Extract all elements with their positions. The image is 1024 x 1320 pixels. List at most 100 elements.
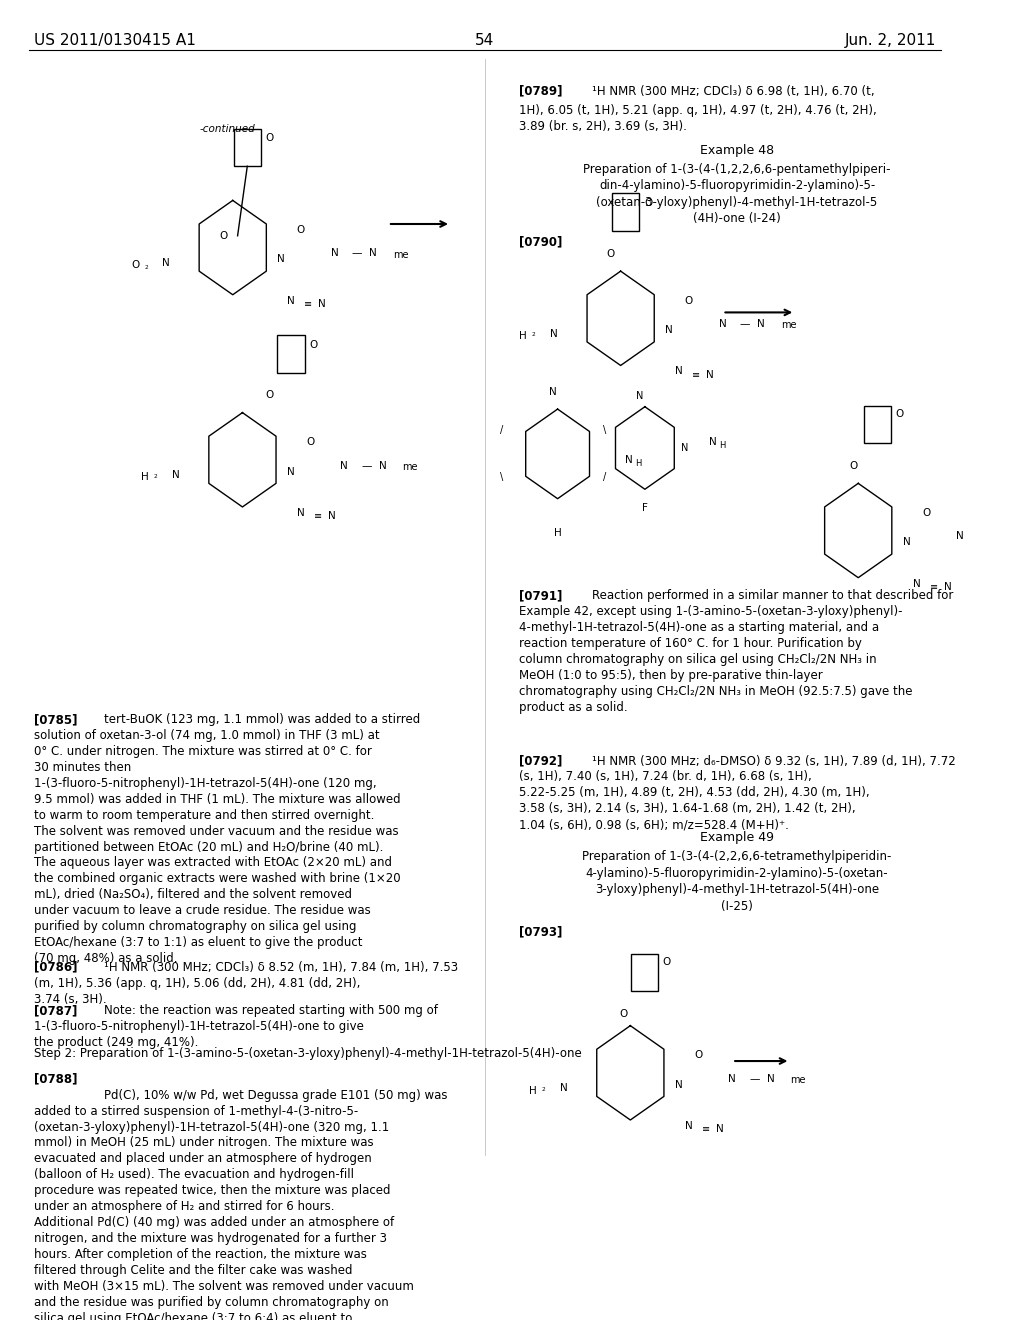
Text: /: / [500, 425, 503, 436]
Text: O: O [644, 198, 652, 209]
Text: O: O [663, 957, 671, 968]
Text: O: O [219, 231, 227, 240]
Text: F: F [642, 503, 648, 513]
Text: me: me [791, 1074, 806, 1085]
Text: Additional Pd(C) (40 mg) was added under an atmosphere of: Additional Pd(C) (40 mg) was added under… [34, 1216, 394, 1229]
Text: Pd(C), 10% w/w Pd, wet Degussa grade E101 (50 mg) was: Pd(C), 10% w/w Pd, wet Degussa grade E10… [103, 1089, 447, 1102]
Text: (balloon of H₂ used). The evacuation and hydrogen-fill: (balloon of H₂ used). The evacuation and… [34, 1168, 354, 1181]
Text: din-4-ylamino)-5-fluoropyrimidin-2-ylamino)-5-: din-4-ylamino)-5-fluoropyrimidin-2-ylami… [599, 180, 876, 193]
Text: US 2011/0130415 A1: US 2011/0130415 A1 [34, 33, 196, 48]
Text: N: N [318, 300, 326, 309]
Text: N: N [379, 461, 387, 471]
Text: N: N [903, 537, 910, 548]
Text: (70 mg, 48%) as a solid.: (70 mg, 48%) as a solid. [34, 952, 177, 965]
Text: N: N [943, 582, 951, 593]
Text: nitrogen, and the mixture was hydrogenated for a further 3: nitrogen, and the mixture was hydrogenat… [34, 1232, 387, 1245]
Text: Preparation of 1-(3-(4-(1,2,2,6,6-pentamethylpiperi-: Preparation of 1-(3-(4-(1,2,2,6,6-pentam… [584, 162, 891, 176]
Text: O: O [265, 391, 273, 400]
Text: N: N [328, 511, 336, 521]
Text: —: — [750, 1073, 760, 1084]
Text: chromatography using CH₂Cl₂/2N NH₃ in MeOH (92.5:7.5) gave the: chromatography using CH₂Cl₂/2N NH₃ in Me… [519, 685, 912, 698]
Text: —: — [361, 461, 372, 471]
Text: O: O [684, 296, 692, 306]
Text: 3.58 (s, 3H), 2.14 (s, 3H), 1.64-1.68 (m, 2H), 1.42 (t, 2H),: 3.58 (s, 3H), 2.14 (s, 3H), 1.64-1.68 (m… [519, 803, 855, 816]
Text: (oxetan-3-yloxy)phenyl)-1H-tetrazol-5(4H)-one (320 mg, 1.1: (oxetan-3-yloxy)phenyl)-1H-tetrazol-5(4H… [34, 1121, 389, 1134]
Text: O: O [849, 461, 857, 471]
Text: tert-BuOK (123 mg, 1.1 mmol) was added to a stirred: tert-BuOK (123 mg, 1.1 mmol) was added t… [103, 713, 420, 726]
Text: me: me [402, 462, 418, 471]
Text: Reaction performed in a similar manner to that described for: Reaction performed in a similar manner t… [592, 590, 953, 602]
Text: N: N [675, 1080, 683, 1089]
Text: 30 minutes then: 30 minutes then [34, 762, 131, 774]
Text: O: O [620, 1010, 628, 1019]
Text: H: H [528, 1085, 537, 1096]
Text: solution of oxetan-3-ol (74 mg, 1.0 mmol) in THF (3 mL) at: solution of oxetan-3-ol (74 mg, 1.0 mmol… [34, 729, 380, 742]
Text: N: N [297, 508, 304, 517]
Text: N: N [706, 370, 714, 380]
Text: $_2$: $_2$ [154, 471, 159, 480]
Text: filtered through Celite and the filter cake was washed: filtered through Celite and the filter c… [34, 1263, 352, 1276]
Text: N: N [956, 532, 964, 541]
Text: $_2$: $_2$ [541, 1085, 547, 1094]
Text: 54: 54 [475, 33, 495, 48]
Text: /: / [602, 473, 606, 483]
Text: N: N [625, 455, 632, 465]
Text: H: H [554, 528, 561, 539]
Text: 4-methyl-1H-tetrazol-5(4H)-one as a starting material, and a: 4-methyl-1H-tetrazol-5(4H)-one as a star… [519, 622, 879, 635]
Text: reaction temperature of 160° C. for 1 hour. Purification by: reaction temperature of 160° C. for 1 ho… [519, 638, 861, 651]
Text: N: N [331, 248, 339, 259]
Text: ¹H NMR (300 MHz; CDCl₃) δ 8.52 (m, 1H), 7.84 (m, 1H), 7.53: ¹H NMR (300 MHz; CDCl₃) δ 8.52 (m, 1H), … [103, 961, 458, 974]
Text: 1H), 6.05 (t, 1H), 5.21 (app. q, 1H), 4.97 (t, 2H), 4.76 (t, 2H),: 1H), 6.05 (t, 1H), 5.21 (app. q, 1H), 4.… [519, 104, 877, 116]
Text: Jun. 2, 2011: Jun. 2, 2011 [845, 33, 936, 48]
Text: N: N [278, 255, 285, 264]
Text: N: N [172, 470, 179, 480]
Text: 4-ylamino)-5-fluoropyrimidin-2-ylamino)-5-(oxetan-: 4-ylamino)-5-fluoropyrimidin-2-ylamino)-… [586, 866, 889, 879]
Text: (oxetan-3-yloxy)phenyl)-4-methyl-1H-tetrazol-5: (oxetan-3-yloxy)phenyl)-4-methyl-1H-tetr… [596, 195, 878, 209]
Text: ¹H NMR (300 MHz; d₆-DMSO) δ 9.32 (s, 1H), 7.89 (d, 1H), 7.72: ¹H NMR (300 MHz; d₆-DMSO) δ 9.32 (s, 1H)… [592, 755, 955, 767]
Text: \: \ [602, 425, 606, 436]
Text: N: N [681, 444, 688, 453]
Text: partitioned between EtOAc (20 mL) and H₂O/brine (40 mL).: partitioned between EtOAc (20 mL) and H₂… [34, 841, 383, 854]
Text: $_2$: $_2$ [143, 263, 148, 272]
Text: column chromatography on silica gel using CH₂Cl₂/2N NH₃ in: column chromatography on silica gel usin… [519, 653, 877, 667]
Text: N: N [709, 437, 717, 447]
Text: purified by column chromatography on silica gel using: purified by column chromatography on sil… [34, 920, 356, 933]
Text: ≡: ≡ [930, 582, 938, 593]
Text: Example 42, except using 1-(3-amino-5-(oxetan-3-yloxy)phenyl)-: Example 42, except using 1-(3-amino-5-(o… [519, 606, 902, 618]
Text: [0793]: [0793] [519, 925, 562, 939]
Text: [0792]: [0792] [519, 755, 562, 767]
Text: N: N [636, 391, 644, 401]
Text: H: H [140, 473, 148, 483]
Text: 3.89 (br. s, 2H), 3.69 (s, 3H).: 3.89 (br. s, 2H), 3.69 (s, 3H). [519, 120, 687, 133]
Text: N: N [287, 296, 295, 306]
Text: N: N [716, 1125, 723, 1134]
Text: (s, 1H), 7.40 (s, 1H), 7.24 (br. d, 1H), 6.68 (s, 1H),: (s, 1H), 7.40 (s, 1H), 7.24 (br. d, 1H),… [519, 771, 812, 784]
Text: O: O [297, 224, 305, 235]
Text: N: N [340, 461, 348, 471]
Text: N: N [550, 329, 558, 339]
Text: 1-(3-fluoro-5-nitrophenyl)-1H-tetrazol-5(4H)-one (120 mg,: 1-(3-fluoro-5-nitrophenyl)-1H-tetrazol-5… [34, 777, 377, 789]
Text: —: — [351, 248, 362, 259]
Text: Step 2: Preparation of 1-(3-amino-5-(oxetan-3-yloxy)phenyl)-4-methyl-1H-tetrazol: Step 2: Preparation of 1-(3-amino-5-(oxe… [34, 1047, 582, 1060]
Text: N: N [912, 578, 921, 589]
Text: O: O [306, 437, 314, 447]
Text: -continued: -continued [200, 124, 256, 133]
Text: [0790]: [0790] [519, 236, 562, 248]
Text: O: O [265, 133, 274, 143]
Text: Preparation of 1-(3-(4-(2,2,6,6-tetramethylpiperidin-: Preparation of 1-(3-(4-(2,2,6,6-tetramet… [583, 850, 892, 863]
Text: H: H [519, 331, 526, 341]
Text: ≡: ≡ [314, 511, 323, 521]
Text: N: N [287, 466, 295, 477]
Text: mmol) in MeOH (25 mL) under nitrogen. The mixture was: mmol) in MeOH (25 mL) under nitrogen. Th… [34, 1137, 374, 1150]
Text: O: O [309, 339, 317, 350]
Text: [0786]: [0786] [34, 961, 78, 974]
Text: Note: the reaction was repeated starting with 500 mg of: Note: the reaction was repeated starting… [103, 1005, 437, 1018]
Text: mL), dried (Na₂SO₄), filtered and the solvent removed: mL), dried (Na₂SO₄), filtered and the so… [34, 888, 352, 902]
Text: under vacuum to leave a crude residue. The residue was: under vacuum to leave a crude residue. T… [34, 904, 371, 917]
Text: N: N [675, 367, 683, 376]
Text: EtOAc/hexane (3:7 to 1:1) as eluent to give the product: EtOAc/hexane (3:7 to 1:1) as eluent to g… [34, 936, 362, 949]
Text: O: O [895, 409, 903, 418]
Text: N: N [666, 325, 673, 335]
Text: H: H [635, 459, 641, 467]
Text: 3-yloxy)phenyl)-4-methyl-1H-tetrazol-5(4H)-one: 3-yloxy)phenyl)-4-methyl-1H-tetrazol-5(4… [595, 883, 879, 896]
